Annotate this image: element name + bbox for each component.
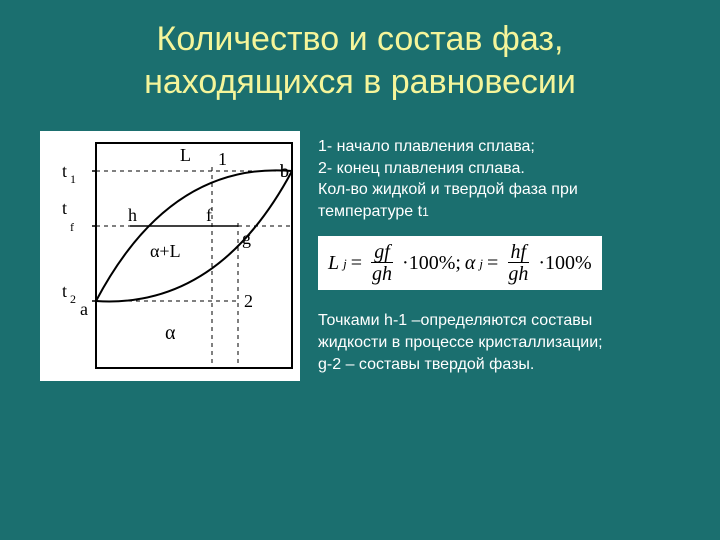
list-line-1: 1- начало плавления сплава;: [318, 136, 700, 158]
svg-text:1: 1: [218, 149, 227, 169]
formula-100-1: ·100%;: [402, 250, 461, 277]
formula-j1: j: [343, 255, 347, 273]
content-row: t1 tf t2 a b: [0, 131, 720, 381]
text-column: 1- начало плавления сплава; 2- конец пла…: [318, 131, 700, 381]
bottom-line-2: жидкости в процессе кристаллизации;: [318, 332, 700, 354]
list-line-3: Кол-во жидкой и твердой фаза при: [318, 179, 700, 201]
list-line-4a: температуре t: [318, 203, 422, 220]
formula-alpha: α: [465, 250, 476, 277]
formula-L: L: [328, 250, 339, 277]
svg-text:t: t: [62, 281, 67, 301]
svg-text:α: α: [165, 322, 176, 344]
formula-100-2: ·100%: [538, 250, 591, 277]
list-line-4: температуре t1: [318, 201, 700, 223]
title-line-1: Количество и состав фаз,: [157, 20, 564, 58]
svg-text:2: 2: [70, 292, 76, 306]
formula-eq2: =: [487, 250, 498, 277]
svg-text:f: f: [70, 220, 74, 234]
svg-text:f: f: [206, 205, 212, 225]
frac-1: gf gh: [369, 242, 395, 284]
svg-text:g: g: [242, 228, 251, 248]
frac2-num: hf: [508, 242, 530, 263]
page-title: Количество и состав фаз, находящихся в р…: [0, 0, 720, 103]
bottom-line-3: g-2 – составы твердой фазы.: [318, 354, 700, 376]
svg-text:t: t: [62, 161, 67, 181]
title-line-2: находящихся в равновесии: [144, 63, 576, 101]
bottom-line-1: Точками h-1 –определяются составы: [318, 310, 700, 332]
formula-eq1: =: [351, 250, 362, 277]
frac2-den: gh: [505, 263, 531, 284]
list-line-4-sub: 1: [422, 205, 429, 219]
svg-text:L: L: [180, 145, 191, 165]
frac1-den: gh: [369, 263, 395, 284]
svg-text:t: t: [62, 198, 67, 218]
svg-text:1: 1: [70, 172, 76, 186]
list-line-2: 2- конец плавления сплава.: [318, 158, 700, 180]
frac1-num: gf: [371, 242, 393, 263]
svg-text:h: h: [128, 205, 137, 225]
svg-text:α+L: α+L: [150, 241, 181, 261]
formula-j2: j: [479, 255, 483, 273]
svg-text:2: 2: [244, 291, 253, 311]
formula-box: Lj = gf gh ·100%; αj = hf gh ·100%: [318, 236, 602, 290]
svg-text:b: b: [280, 161, 289, 181]
frac-2: hf gh: [505, 242, 531, 284]
svg-text:a: a: [80, 299, 88, 319]
phase-diagram: t1 tf t2 a b: [40, 131, 300, 381]
